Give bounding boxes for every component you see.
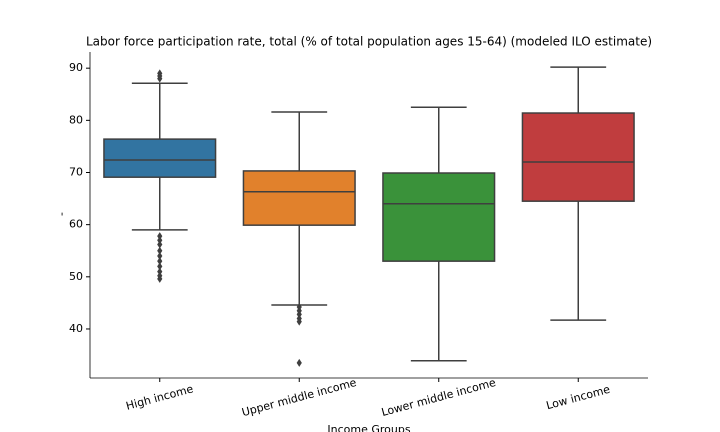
outlier xyxy=(157,74,163,83)
y-tick-label: 40 xyxy=(69,322,83,335)
outlier xyxy=(157,240,163,249)
outlier xyxy=(157,236,163,245)
x-tick-label: Upper middle income xyxy=(240,376,358,419)
outlier xyxy=(157,257,163,266)
x-axis-label: Income Groups xyxy=(327,423,410,432)
chart-title: Labor force participation rate, total (%… xyxy=(86,35,652,49)
outlier xyxy=(157,267,163,276)
y-tick-label: 80 xyxy=(69,113,83,126)
outlier xyxy=(157,251,163,260)
x-tick-label: Low income xyxy=(545,383,612,413)
outlier xyxy=(157,274,163,283)
box xyxy=(242,170,356,226)
outlier xyxy=(157,262,163,271)
outlier xyxy=(296,358,302,367)
outlier xyxy=(296,310,302,319)
outlier xyxy=(296,317,302,326)
box xyxy=(382,172,496,262)
box xyxy=(521,112,635,202)
y-tick-label: 50 xyxy=(69,270,83,283)
outlier xyxy=(157,232,163,241)
y-axis-label: - xyxy=(55,212,68,216)
y-tick-label: 60 xyxy=(69,218,83,231)
y-tick-label: 70 xyxy=(69,165,83,178)
y-tick-label: 90 xyxy=(69,61,83,74)
box xyxy=(103,138,217,178)
outlier xyxy=(157,246,163,255)
x-tick-label: High income xyxy=(125,382,195,412)
x-tick-label: Lower middle income xyxy=(380,376,497,419)
